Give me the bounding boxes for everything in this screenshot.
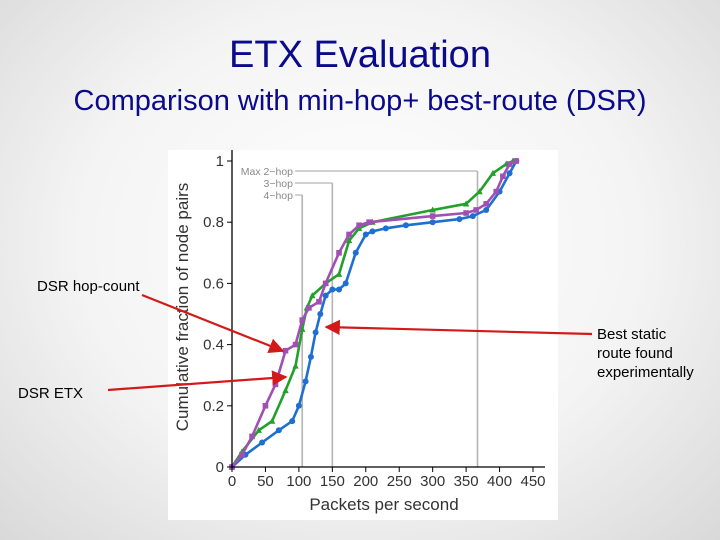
slide-title: ETX Evaluation	[229, 34, 491, 76]
callout-best-static-line-1: Best static	[597, 326, 667, 343]
data-point-best-static	[429, 219, 436, 226]
data-point-dsr-etx	[268, 417, 276, 424]
data-point-best-static	[456, 216, 463, 223]
data-point-dsr-hopcount	[513, 158, 520, 164]
y-axis-label: Cumulative fraction of node pairs	[173, 183, 192, 432]
y-tick-label: 0.2	[203, 398, 224, 415]
data-point-dsr-hopcount	[316, 298, 322, 305]
data-point-dsr-hopcount	[262, 403, 269, 409]
x-tick-label: 400	[487, 473, 512, 490]
data-point-best-static	[275, 427, 282, 434]
data-point-dsr-hopcount	[506, 161, 513, 167]
data-point-dsr-hopcount	[429, 213, 436, 219]
data-point-dsr-etx	[345, 237, 353, 244]
y-tick-label: 0.4	[203, 337, 224, 354]
data-point-dsr-etx	[489, 169, 497, 176]
data-point-best-static	[312, 329, 319, 336]
data-point-best-static	[307, 353, 314, 360]
data-point-dsr-hopcount	[483, 201, 489, 207]
data-point-dsr-hopcount	[336, 250, 342, 256]
callout-dsr-etx: DSR ETX	[18, 385, 84, 402]
data-point-best-static	[295, 402, 302, 409]
data-point-best-static	[382, 225, 389, 232]
data-point-dsr-etx	[476, 188, 483, 195]
callout-dsr-hopcount: DSR hop-count	[37, 278, 140, 295]
x-axis-label: Packets per second	[309, 495, 458, 514]
x-tick-label: 450	[520, 473, 545, 490]
data-point-dsr-hopcount	[282, 347, 289, 354]
data-point-dsr-hopcount	[356, 222, 362, 229]
data-point-dsr-hopcount	[299, 317, 306, 323]
y-tick-label: 1	[216, 153, 224, 170]
data-point-dsr-etx	[282, 387, 289, 394]
data-point-best-static	[329, 286, 336, 293]
x-tick-label: 200	[353, 473, 378, 490]
data-point-dsr-hopcount	[463, 210, 469, 216]
data-point-best-static	[483, 206, 490, 213]
data-point-dsr-etx	[309, 292, 316, 299]
data-point-best-static	[506, 170, 513, 177]
data-point-dsr-hopcount	[473, 207, 479, 213]
data-point-dsr-hopcount	[346, 231, 352, 238]
data-point-best-static	[302, 378, 309, 385]
data-point-best-static	[289, 418, 296, 425]
x-tick-label: 350	[454, 473, 479, 490]
callout-best-static-line-3: experimentally	[597, 364, 694, 381]
arrow-best-static	[324, 319, 593, 336]
data-point-dsr-hopcount	[239, 451, 245, 458]
chart-panel	[168, 150, 558, 520]
reference-label-1: Max 2−hop	[241, 166, 293, 178]
data-point-dsr-etx	[429, 206, 436, 213]
data-point-dsr-hopcount	[292, 341, 299, 348]
data-point-dsr-hopcount	[272, 381, 279, 388]
data-point-best-static	[259, 439, 266, 446]
data-point-dsr-etx	[292, 362, 299, 369]
data-point-best-static	[342, 280, 349, 287]
data-point-dsr-hopcount	[500, 173, 506, 180]
data-point-best-static	[317, 311, 324, 317]
data-point-best-static	[362, 231, 369, 238]
data-point-best-static	[369, 228, 376, 235]
callout-best-static-line-2: route found	[597, 345, 673, 362]
data-point-dsr-etx	[335, 270, 343, 277]
data-point-dsr-etx	[255, 426, 262, 433]
data-point-best-static	[322, 292, 329, 299]
x-tick-label: 100	[286, 473, 311, 490]
reference-label-3: 4−hop	[264, 190, 294, 202]
data-point-dsr-hopcount	[306, 305, 312, 311]
slide-subtitle: Comparison with min-hop+ best-route (DSR…	[73, 85, 647, 117]
y-tick-label: 0	[216, 459, 224, 476]
x-tick-label: 250	[387, 473, 412, 490]
data-point-dsr-hopcount	[493, 188, 500, 195]
data-point-best-static	[402, 222, 409, 229]
x-tick-label: 150	[320, 473, 345, 490]
data-point-best-static	[469, 213, 476, 220]
y-tick-label: 0.6	[203, 275, 224, 292]
data-point-dsr-hopcount	[249, 433, 255, 440]
y-tick-label: 0.8	[203, 214, 224, 231]
reference-label-2: 3−hop	[264, 178, 294, 190]
arrow-dsr-etx	[107, 370, 288, 392]
data-point-dsr-hopcount	[322, 280, 329, 287]
arrow-dsr-hopcount	[141, 293, 285, 354]
x-tick-label: 50	[257, 473, 274, 490]
data-point-dsr-etx	[462, 200, 470, 207]
x-tick-label: 0	[228, 473, 236, 490]
x-tick-label: 300	[420, 473, 445, 490]
callout-best-static: Best static route found experimentally	[597, 325, 694, 382]
data-point-best-static	[352, 249, 359, 256]
data-point-best-static	[336, 286, 343, 293]
data-point-dsr-hopcount	[366, 219, 372, 225]
